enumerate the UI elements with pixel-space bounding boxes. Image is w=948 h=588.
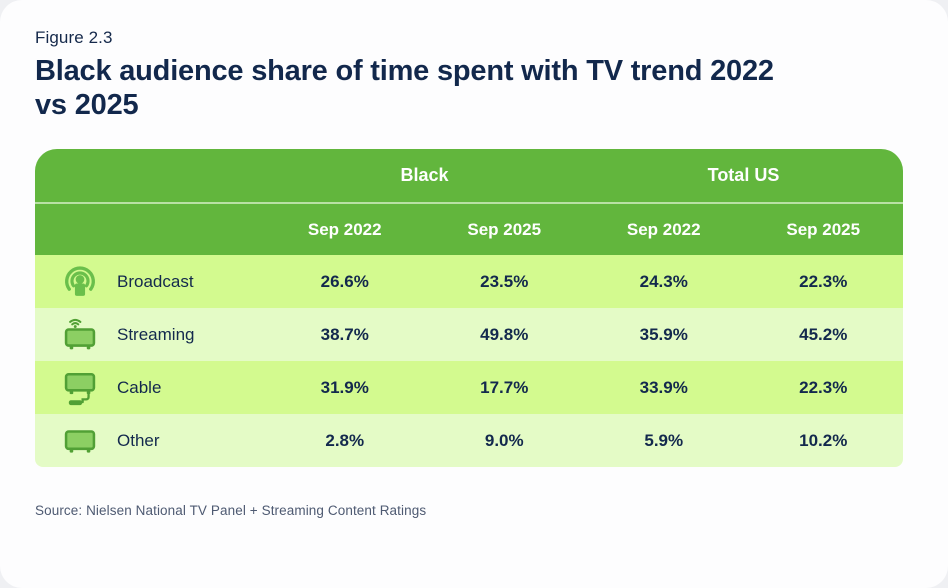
value-broadcast-black-2022: 26.6% (265, 255, 425, 309)
value-cable-totalus-2025: 22.3% (743, 361, 903, 415)
column-header-totalus-sep-2022: Sep 2022 (584, 204, 744, 256)
column-header-black-sep-2022: Sep 2022 (265, 204, 425, 256)
value-streaming-totalus-2022: 35.9% (584, 308, 744, 362)
group-header-black: Black (265, 149, 584, 203)
value-other-black-2025: 9.0% (424, 414, 584, 468)
column-header-spacer (35, 204, 265, 256)
value-other-black-2022: 2.8% (265, 414, 425, 468)
value-other-totalus-2025: 10.2% (743, 414, 903, 468)
value-cable-totalus-2022: 33.9% (584, 361, 744, 415)
cable-icon (61, 369, 99, 407)
value-broadcast-black-2025: 23.5% (424, 255, 584, 309)
group-header-total-us: Total US (584, 149, 903, 203)
column-header-totalus-sep-2025: Sep 2025 (743, 204, 903, 256)
column-header-black-sep-2025: Sep 2025 (424, 204, 584, 256)
value-streaming-black-2025: 49.8% (424, 308, 584, 362)
value-broadcast-totalus-2022: 24.3% (584, 255, 744, 309)
group-header-spacer (35, 149, 265, 203)
source-attribution: Source: Nielsen National TV Panel + Stre… (35, 503, 427, 519)
row-label: Broadcast (117, 271, 194, 291)
value-streaming-totalus-2025: 45.2% (743, 308, 903, 362)
row-label: Streaming (117, 324, 195, 344)
figure-number: Figure 2.3 (35, 28, 113, 47)
row-label: Cable (117, 377, 162, 397)
row-label: Other (117, 430, 160, 450)
broadcast-icon (61, 263, 99, 301)
tv-icon (61, 422, 99, 460)
value-cable-black-2025: 17.7% (424, 361, 584, 415)
value-cable-black-2022: 31.9% (265, 361, 425, 415)
audience-share-table: Black Total US Sep 2022 Sep 2025 Sep 202… (35, 149, 903, 468)
page-title: Black audience share of time spent with … (35, 55, 774, 121)
value-broadcast-totalus-2025: 22.3% (743, 255, 903, 309)
header-divider (35, 202, 903, 205)
streaming-icon (61, 316, 99, 354)
value-streaming-black-2022: 38.7% (265, 308, 425, 362)
value-other-totalus-2022: 5.9% (584, 414, 744, 468)
